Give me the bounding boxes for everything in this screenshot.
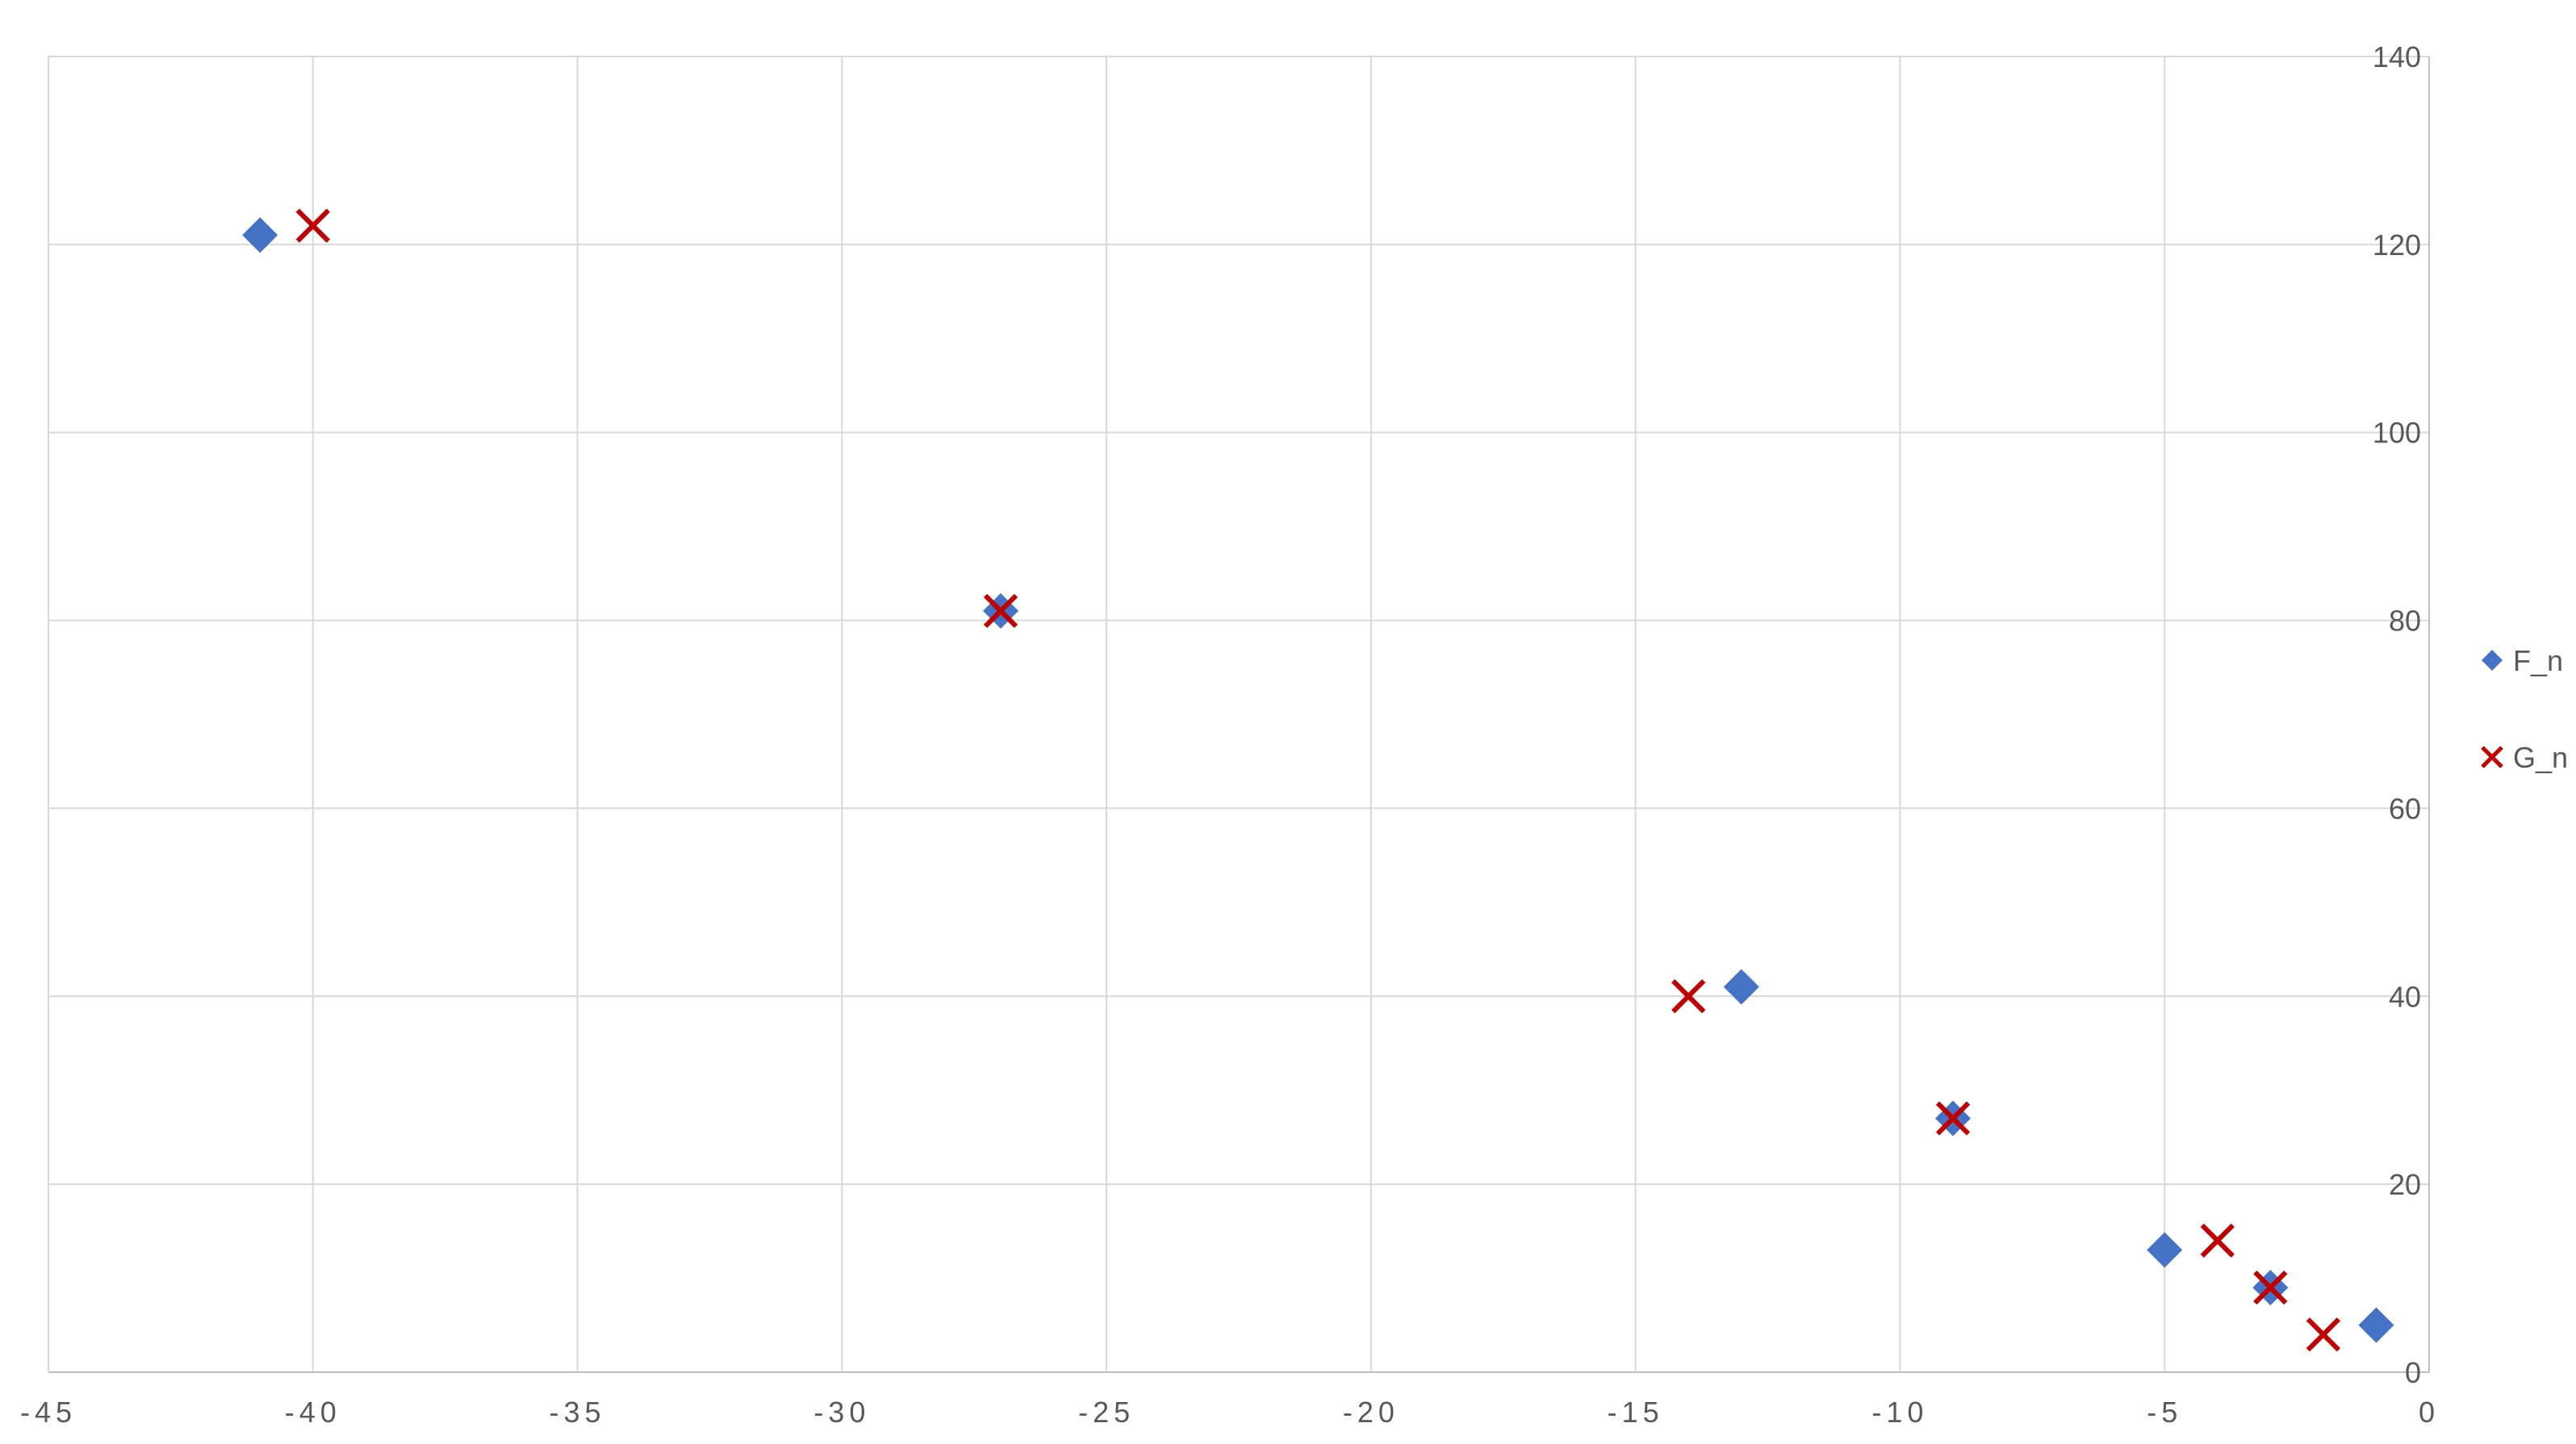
x-tick-label: -15: [1608, 1396, 1664, 1429]
legend-item-f-n: F_n: [2482, 644, 2563, 677]
y-tick-label: 60: [2389, 792, 2421, 825]
legend-item-g-n: G_n: [2481, 741, 2568, 774]
x-tick-label: -35: [550, 1396, 606, 1429]
y-tick-label: 40: [2389, 980, 2421, 1013]
y-tick-label: 140: [2373, 40, 2421, 73]
legend-marker-g-n-stroke-b: [2481, 746, 2503, 768]
x-tick-label: -30: [813, 1396, 870, 1429]
point-g-n-stroke-b: [2253, 1270, 2288, 1305]
y-tick-label: 80: [2389, 605, 2421, 638]
axes: [48, 57, 2430, 1373]
y-tick-label: 100: [2373, 416, 2421, 450]
point-g-n: [983, 593, 1018, 629]
point-g-n: [2306, 1317, 2341, 1352]
point-g-n-stroke-b: [2200, 1223, 2235, 1258]
point-f-n: [2147, 1232, 2183, 1268]
legend-label-f-n: F_n: [2513, 644, 2563, 677]
legend-marker-g-n: [2481, 746, 2503, 768]
point-g-n: [2200, 1223, 2235, 1258]
point-f-n: [242, 217, 278, 253]
point-g-n: [295, 208, 330, 243]
x-axis-tick-labels: -45 -40 -35 -30 -25 -20 -15 -10 -5 0: [20, 1396, 2440, 1429]
x-tick-label: -20: [1343, 1396, 1399, 1429]
point-g-n-stroke-b: [2306, 1317, 2341, 1352]
legend-label-g-n: G_n: [2513, 741, 2568, 774]
x-tick-label: -5: [2147, 1396, 2182, 1429]
point-g-n: [1671, 979, 1706, 1014]
x-tick-label: -45: [20, 1396, 77, 1429]
y-tick-label: 0: [2405, 1356, 2421, 1389]
x-tick-label: -25: [1078, 1396, 1135, 1429]
data-points: [242, 208, 2394, 1352]
y-axis-tick-labels: 0 20 40 60 80 100 120 140: [2373, 40, 2421, 1389]
point-g-n-stroke-b: [1935, 1101, 1971, 1136]
point-g-n: [2253, 1270, 2288, 1305]
y-tick-label: 120: [2373, 228, 2421, 262]
x-tick-label: -40: [285, 1396, 341, 1429]
point-f-n: [2358, 1307, 2394, 1343]
point-g-n-stroke-b: [295, 208, 330, 243]
x-tick-label: -10: [1871, 1396, 1928, 1429]
x-tick-label: 0: [2419, 1396, 2440, 1429]
y-tick-label: 20: [2389, 1168, 2421, 1201]
point-g-n-stroke-b: [983, 593, 1018, 629]
gridlines: [48, 56, 2430, 1373]
point-g-n-stroke-b: [1671, 979, 1706, 1014]
point-g-n: [1935, 1101, 1971, 1136]
point-f-n: [1723, 969, 1759, 1005]
legend: F_n G_n: [2481, 644, 2568, 774]
legend-marker-f-n: [2482, 650, 2503, 671]
